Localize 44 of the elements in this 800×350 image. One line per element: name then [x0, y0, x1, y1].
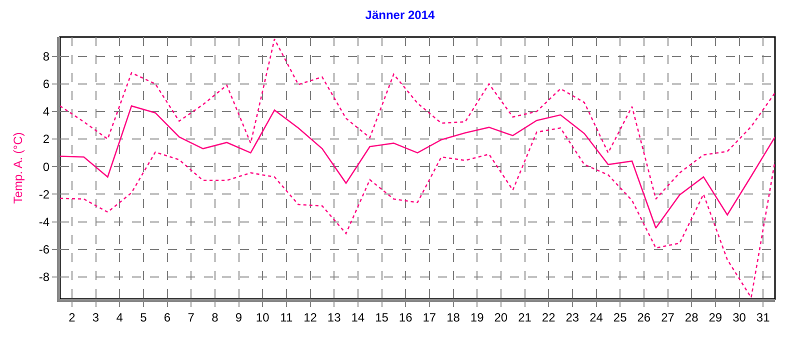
line-series	[60, 105, 775, 229]
x-tick-label: 17	[422, 310, 436, 324]
y-tick-label: 4	[42, 104, 50, 119]
x-tick-label: 27	[661, 310, 675, 324]
x-tick-label: 24	[590, 310, 604, 324]
x-tick-label: 8	[212, 310, 219, 324]
x-tick-label: 31	[756, 310, 770, 324]
line-series	[60, 38, 775, 200]
x-tick-label: 6	[164, 310, 171, 324]
y-tick-label: 2	[42, 132, 50, 146]
x-tick-label: 21	[518, 310, 532, 324]
x-tick-label: 18	[446, 310, 460, 324]
x-tick-label: 15	[375, 310, 389, 324]
chart-title: Jänner 2014	[365, 8, 436, 22]
x-tick-label: 28	[684, 310, 699, 324]
x-tick-label: 2	[68, 310, 76, 324]
x-tick-label: 11	[280, 310, 293, 324]
y-tick-label: -2	[38, 187, 50, 202]
x-tick-label: 30	[732, 310, 746, 324]
x-tick-label: 14	[351, 310, 365, 324]
x-tick-label: 12	[304, 310, 318, 324]
y-tick-label: -6	[38, 242, 50, 257]
y-tick-label: -4	[38, 214, 50, 229]
y-tick-label: 0	[42, 160, 50, 174]
x-tick-label: 9	[235, 310, 242, 324]
x-tick-label: 19	[470, 310, 484, 324]
y-axis-title: Temp. A. (°C)	[11, 132, 26, 204]
x-tick-label: 13	[327, 310, 342, 324]
x-tick-label: 22	[542, 310, 556, 324]
y-tick-label: -8	[38, 270, 50, 284]
x-tick-label: 16	[398, 310, 413, 324]
x-tick-label: 3	[92, 310, 100, 324]
x-tick-label: 29	[708, 310, 722, 324]
y-tick-label: 6	[42, 77, 50, 92]
x-tick-label: 5	[140, 310, 148, 324]
x-tick-label: 7	[188, 310, 195, 324]
x-tick-label: 4	[116, 310, 124, 324]
x-tick-label: 23	[566, 310, 580, 324]
x-tick-label: 20	[494, 310, 508, 324]
x-tick-label: 26	[637, 310, 651, 324]
y-tick-label: 8	[42, 50, 50, 64]
x-tick-label: 10	[256, 310, 270, 324]
x-tick-label: 25	[613, 310, 628, 324]
line-series	[60, 127, 775, 298]
